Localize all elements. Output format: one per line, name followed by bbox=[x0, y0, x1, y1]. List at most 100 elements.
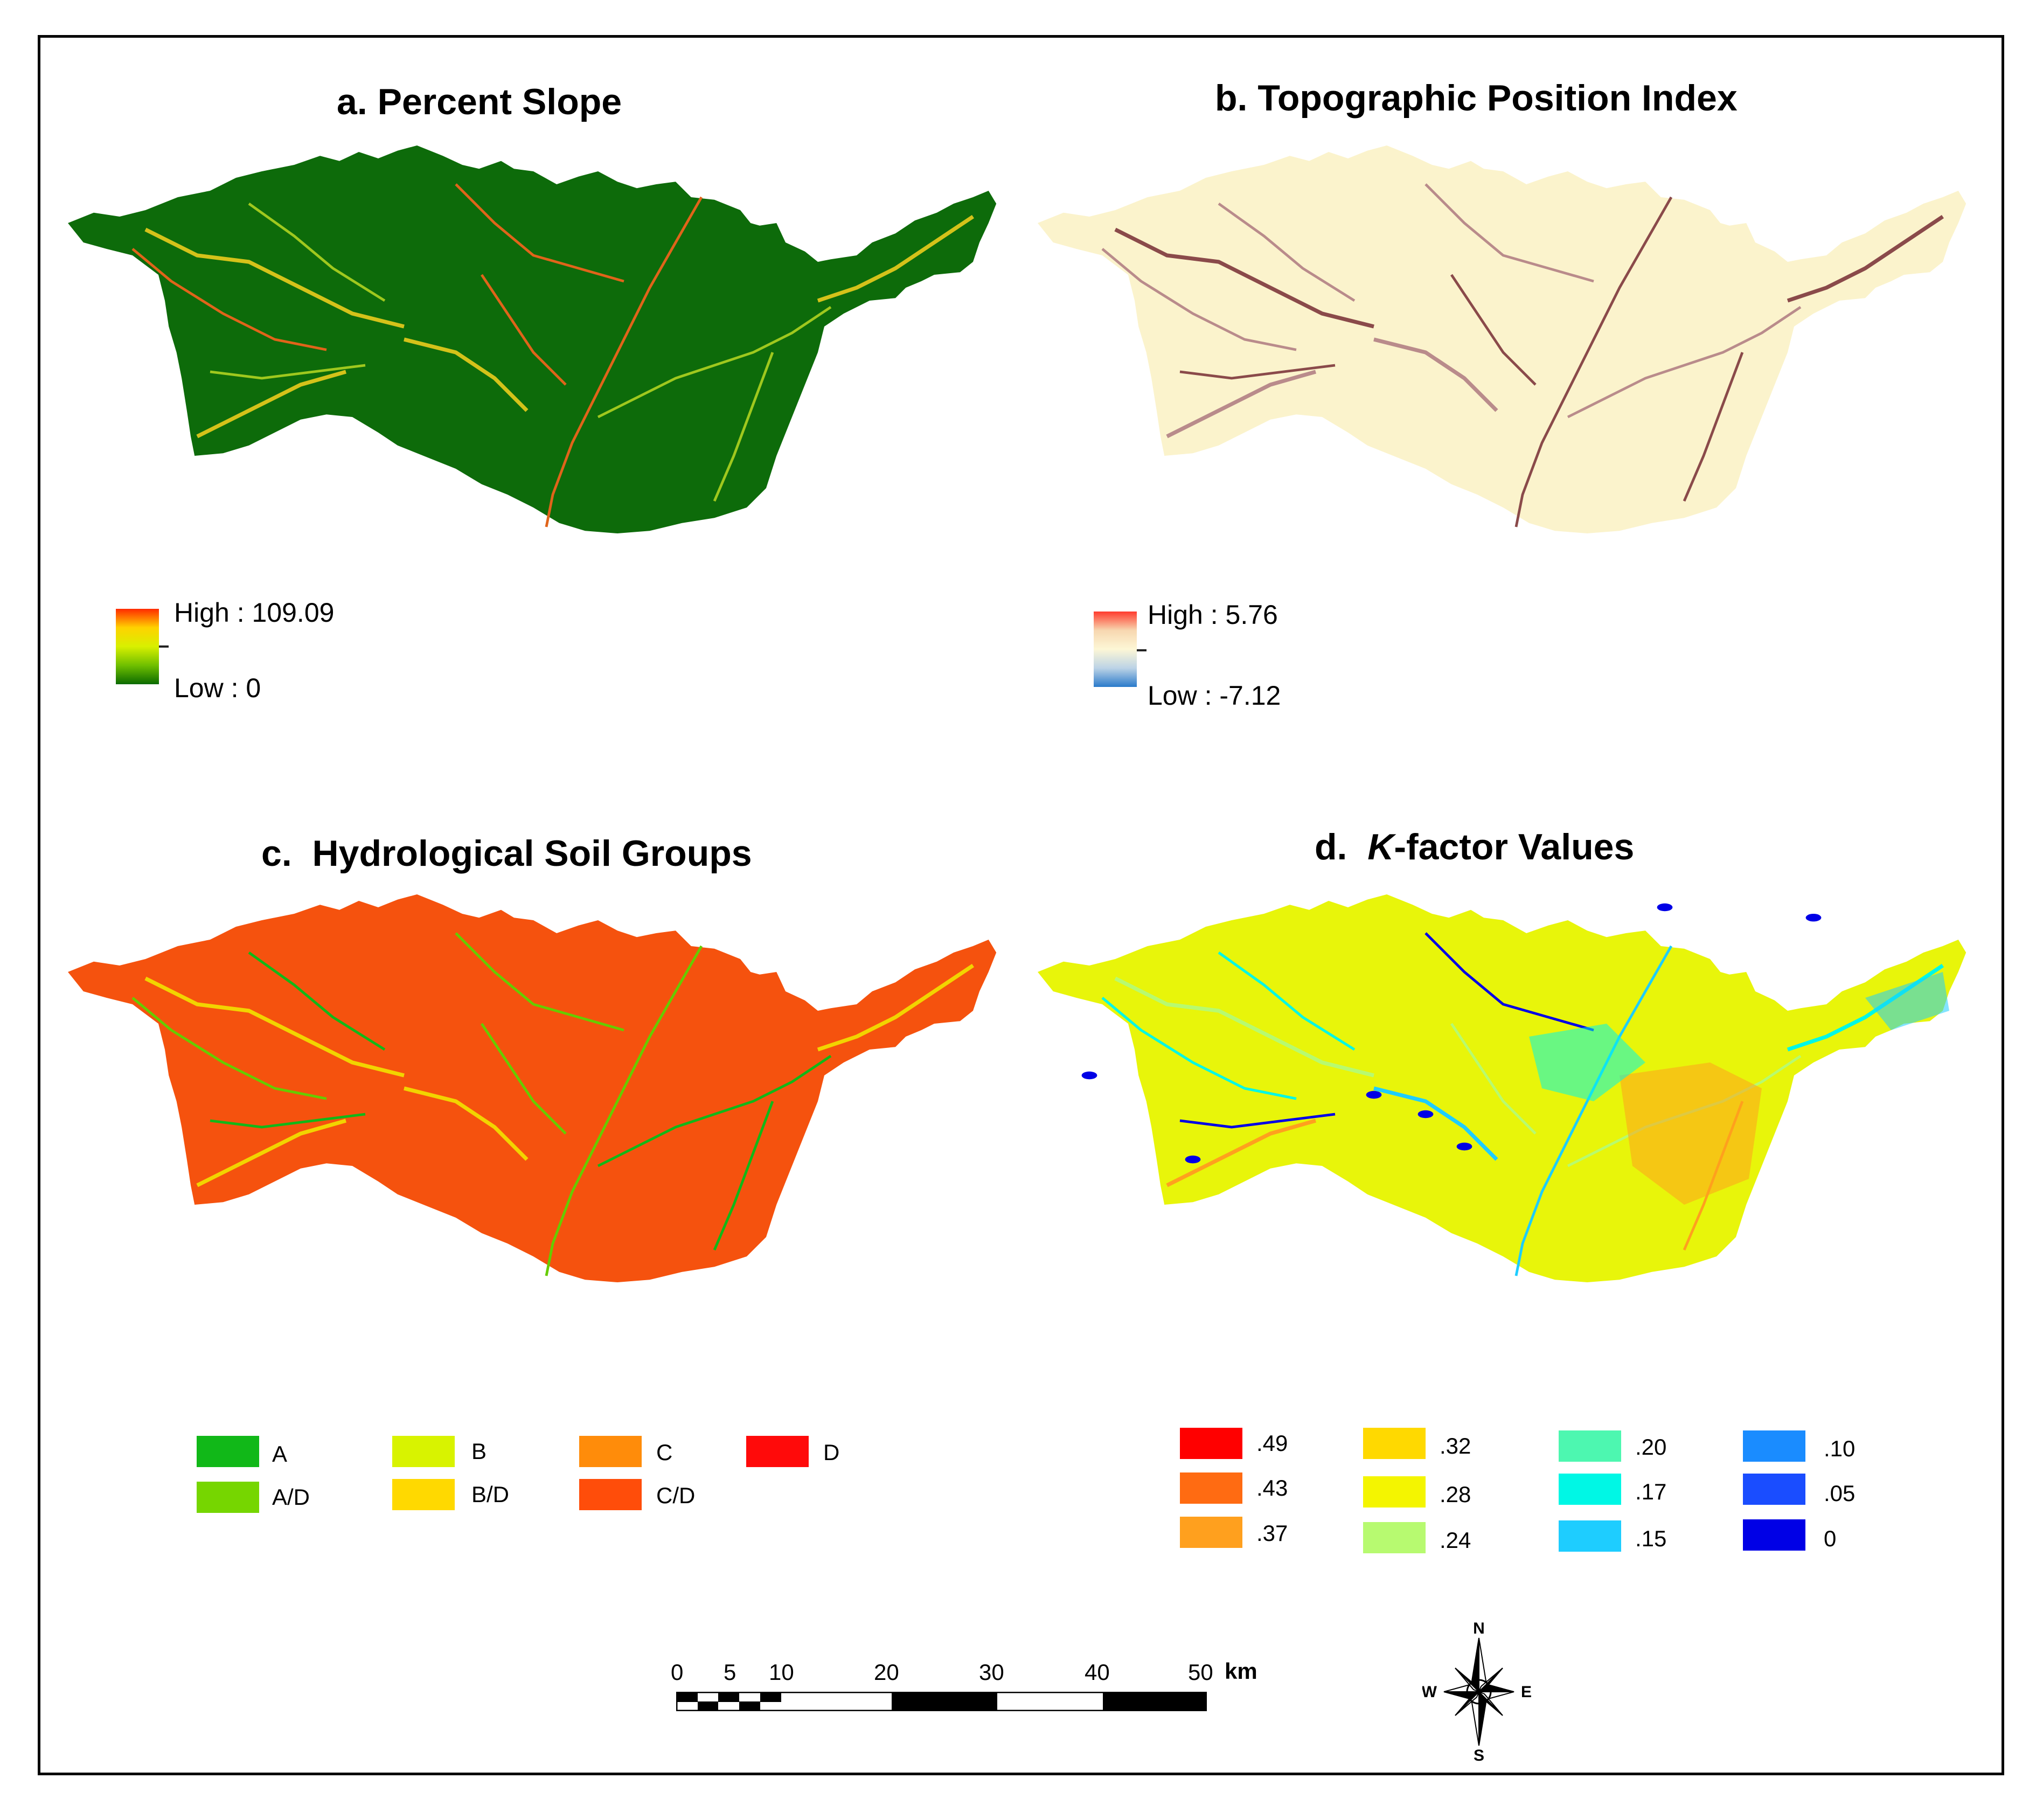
k-label-049: .49 bbox=[1256, 1430, 1288, 1456]
k-swatch-017 bbox=[1559, 1474, 1621, 1505]
drainage-line bbox=[404, 337, 529, 412]
map-topographic-position-index bbox=[1038, 145, 1966, 533]
watershed-area bbox=[68, 145, 997, 533]
k-factor-patch bbox=[1620, 1062, 1762, 1205]
hsg-label-d: D bbox=[823, 1440, 840, 1465]
hsg-label-a: A bbox=[272, 1441, 288, 1467]
drainage-line bbox=[1179, 1113, 1336, 1129]
scale-tick-5: 5 bbox=[724, 1659, 736, 1685]
drainage-line bbox=[1450, 274, 1537, 386]
drainage-line bbox=[144, 976, 405, 1078]
drainage-line bbox=[131, 248, 327, 351]
drainage-line bbox=[1101, 997, 1297, 1100]
drainage-line bbox=[1218, 951, 1356, 1051]
k-label-028: .28 bbox=[1440, 1482, 1471, 1507]
scale-tick-0: 0 bbox=[671, 1659, 684, 1685]
hsg-swatch-a bbox=[197, 1436, 259, 1467]
drainage-line bbox=[1179, 364, 1336, 380]
drainage-line bbox=[1683, 352, 1744, 502]
drainage-line bbox=[1373, 1086, 1498, 1161]
drainage-line bbox=[1101, 248, 1297, 351]
k-factor-zero-patch bbox=[1185, 1155, 1201, 1164]
watershed-area bbox=[1038, 894, 1966, 1282]
hsg-label-b: B bbox=[471, 1439, 487, 1464]
drainage-line bbox=[196, 370, 346, 439]
slope-ramp-tick bbox=[159, 645, 169, 648]
drainage-line bbox=[1166, 370, 1316, 439]
drainage-line bbox=[1787, 215, 1944, 303]
hsg-swatch-d bbox=[746, 1436, 809, 1467]
k-label-020: .20 bbox=[1635, 1434, 1667, 1460]
drainage-line bbox=[455, 932, 624, 1032]
hsg-label-cd: C/D bbox=[656, 1483, 696, 1508]
k-swatch-020 bbox=[1559, 1430, 1621, 1462]
k-swatch-037 bbox=[1180, 1517, 1242, 1548]
drainage-line bbox=[1373, 337, 1498, 412]
map-percent-slope bbox=[68, 145, 997, 533]
drainage-line bbox=[1114, 976, 1374, 1078]
k-factor-zero-patch bbox=[1456, 1142, 1472, 1151]
drainage-line bbox=[210, 1113, 366, 1129]
k-label-032: .32 bbox=[1440, 1433, 1471, 1458]
watershed-area bbox=[68, 894, 997, 1282]
scale-tick-30: 30 bbox=[979, 1659, 1004, 1685]
drainage-line bbox=[248, 203, 386, 302]
drainage-line bbox=[144, 227, 405, 329]
drainage-line bbox=[481, 1023, 567, 1135]
drainage-line bbox=[1218, 203, 1356, 302]
hsg-swatch-b bbox=[392, 1436, 455, 1467]
k-label-005: .05 bbox=[1824, 1481, 1856, 1506]
drainage-line bbox=[455, 183, 624, 283]
slope-legend-high: High : 109.09 bbox=[174, 598, 335, 628]
panel-d-title: d. K-factor Values bbox=[1315, 826, 1635, 867]
drainage-line bbox=[210, 364, 366, 380]
drainage-line bbox=[597, 1055, 832, 1168]
drainage-line bbox=[1166, 1119, 1316, 1187]
tpi-color-ramp bbox=[1094, 612, 1137, 687]
map-k-factor bbox=[1038, 894, 1966, 1282]
k-factor-patch bbox=[1529, 1024, 1645, 1101]
hsg-label-c: C bbox=[656, 1440, 673, 1465]
k-factor-zero-patch bbox=[1657, 903, 1673, 912]
drainage-line bbox=[481, 274, 567, 386]
tpi-legend-high: High : 5.76 bbox=[1148, 600, 1278, 630]
k-label-0: 0 bbox=[1824, 1526, 1837, 1551]
figure-frame bbox=[38, 35, 2004, 1775]
drainage-line bbox=[817, 215, 974, 303]
south-label: S bbox=[1474, 1747, 1484, 1762]
drainage-line bbox=[817, 964, 974, 1052]
scale-tick-20: 20 bbox=[874, 1659, 899, 1685]
tpi-legend-low: Low : -7.12 bbox=[1148, 680, 1281, 711]
k-factor-zero-patch bbox=[1417, 1110, 1434, 1119]
drainage-line bbox=[1514, 945, 1673, 1276]
hsg-swatch-bd bbox=[392, 1479, 455, 1510]
k-factor-zero-patch bbox=[1081, 1071, 1097, 1080]
k-label-017: .17 bbox=[1635, 1479, 1667, 1504]
west-label: W bbox=[1422, 1683, 1437, 1701]
drainage-line bbox=[1114, 227, 1374, 329]
scale-tick-40: 40 bbox=[1085, 1659, 1110, 1685]
k-swatch-028 bbox=[1363, 1476, 1426, 1508]
drainage-line bbox=[1424, 932, 1594, 1032]
k-label-043: .43 bbox=[1256, 1475, 1288, 1501]
scale-tick-50: 50 bbox=[1188, 1659, 1213, 1685]
k-factor-zero-patch bbox=[1805, 914, 1822, 922]
k-swatch-024 bbox=[1363, 1522, 1426, 1553]
k-label-037: .37 bbox=[1256, 1520, 1288, 1546]
drainage-line bbox=[1514, 196, 1673, 527]
scale-unit: km bbox=[1225, 1658, 1257, 1684]
drainage-line bbox=[545, 945, 703, 1276]
hsg-swatch-ad bbox=[197, 1482, 259, 1513]
slope-legend-low: Low : 0 bbox=[174, 673, 261, 703]
hsg-label-ad: A/D bbox=[272, 1484, 310, 1510]
north-label: N bbox=[1473, 1622, 1485, 1637]
panel-b-title: b. Topographic Position Index bbox=[1215, 78, 1738, 119]
scale-bar bbox=[676, 1692, 1207, 1711]
k-swatch-032 bbox=[1363, 1428, 1426, 1459]
drainage-line bbox=[404, 1086, 529, 1161]
drainage-line bbox=[1567, 306, 1802, 419]
north-arrow: N S E W bbox=[1422, 1622, 1532, 1762]
tpi-ramp-tick bbox=[1137, 649, 1146, 651]
k-swatch-0 bbox=[1743, 1519, 1805, 1551]
drainage-line bbox=[196, 1119, 346, 1187]
